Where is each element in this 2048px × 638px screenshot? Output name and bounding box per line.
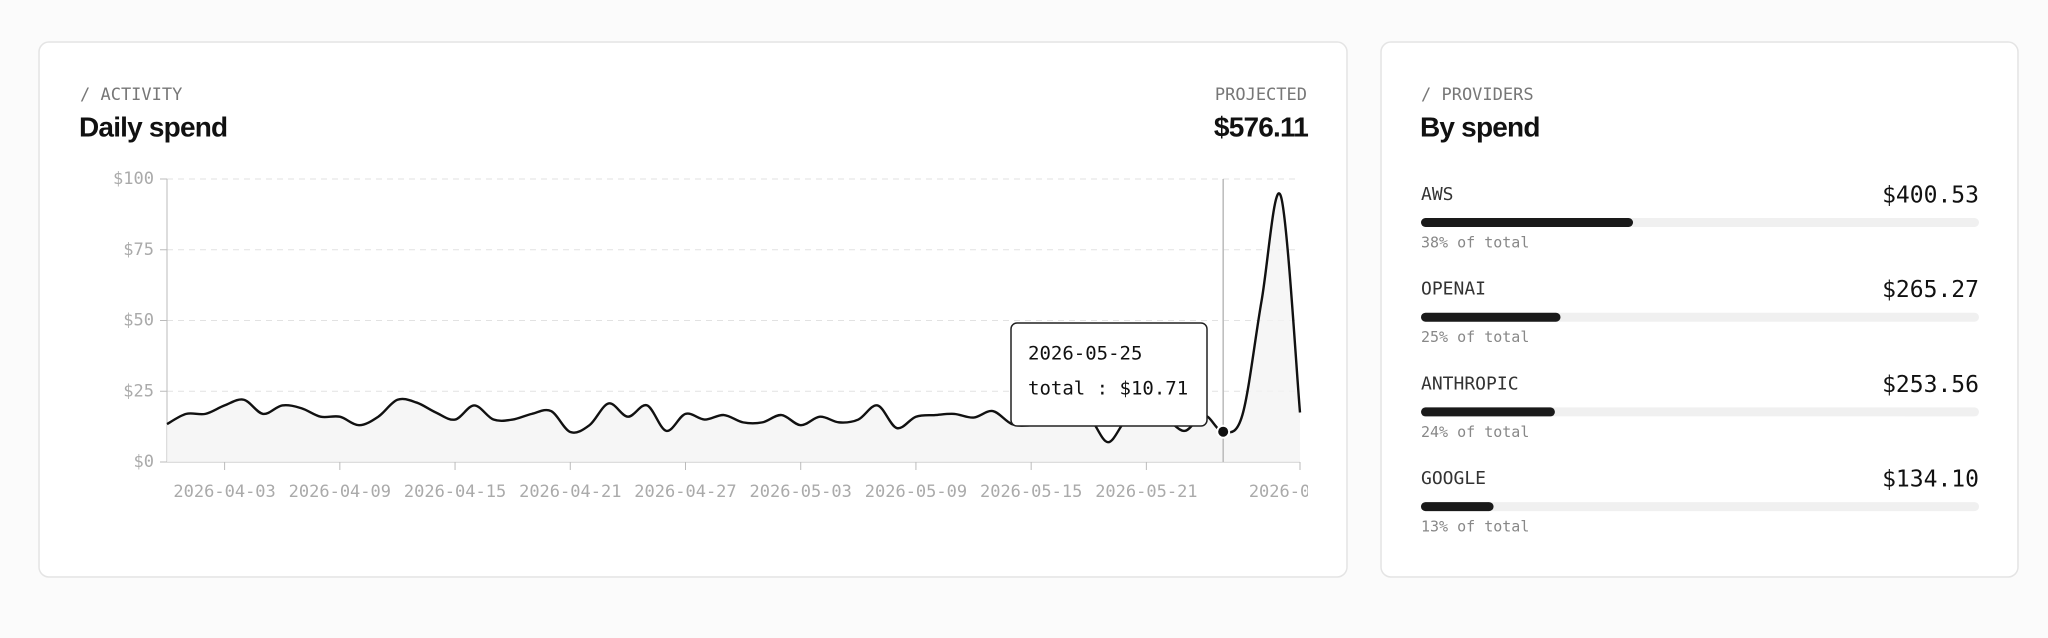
provider-amount: $400.53 — [1882, 183, 1979, 209]
card-title: By spend — [1420, 111, 1540, 142]
provider-amount: $253.56 — [1882, 372, 1979, 398]
provider-amount: $265.27 — [1882, 277, 1979, 303]
projected-label: PROJECTED — [1215, 85, 1307, 105]
y-tick-label: $25 — [123, 381, 154, 401]
projected-value: $576.11 — [1214, 111, 1308, 142]
x-tick-label: 2026-04-21 — [519, 482, 621, 502]
eyebrow: / ACTIVITY — [80, 85, 182, 105]
x-tick-label: 2026-04-27 — [634, 482, 736, 502]
share-bar — [1421, 312, 1561, 322]
x-tick-label: 2026-04-03 — [173, 482, 275, 502]
provider-name: GOOGLE — [1421, 468, 1486, 489]
provider-name: AWS — [1421, 184, 1454, 205]
x-tick-label: 2026-05-15 — [980, 482, 1082, 502]
share-track — [1421, 407, 1979, 417]
y-tick-label: $100 — [113, 169, 154, 189]
x-tick-label: 2026-05-21 — [1095, 482, 1197, 502]
y-tick-label: $50 — [123, 311, 154, 331]
hover-dot — [1216, 424, 1231, 439]
share-label: 24% of total — [1421, 423, 1529, 441]
provider-name: ANTHROPIC — [1421, 373, 1519, 394]
tooltip — [1010, 322, 1208, 427]
y-tick-label: $75 — [123, 240, 154, 260]
x-tick-label: 2026-04-15 — [404, 482, 506, 502]
share-bar — [1421, 502, 1494, 512]
share-bar — [1421, 218, 1634, 227]
y-tick-label: $0 — [134, 452, 154, 472]
tooltip-value: total : $10.71 — [1028, 378, 1188, 400]
tooltip-date: 2026-05-25 — [1028, 343, 1142, 365]
x-labels: 2026-04-03 2026-04-09 2026-04-15 2026-04-21… — [173, 482, 1351, 502]
share-label: 38% of total — [1421, 234, 1529, 252]
share-label: 25% of total — [1421, 328, 1529, 346]
eyebrow: / PROVIDERS — [1421, 85, 1534, 105]
area — [167, 193, 1300, 463]
x-tick-label: 2026-05-29 — [1249, 482, 1351, 502]
share-bar — [1421, 407, 1555, 417]
provider-name: OPENAI — [1421, 279, 1486, 300]
providers-card — [1380, 41, 2019, 578]
x-tick-label: 2026-04-09 — [289, 482, 391, 502]
share-label: 13% of total — [1421, 518, 1529, 536]
x-tick-label: 2026-05-09 — [865, 482, 967, 502]
share-track — [1421, 312, 1979, 322]
provider-amount: $134.10 — [1882, 467, 1979, 493]
share-track — [1421, 502, 1979, 512]
card-title: Daily spend — [79, 111, 227, 142]
x-tick-label: 2026-05-03 — [750, 482, 852, 502]
